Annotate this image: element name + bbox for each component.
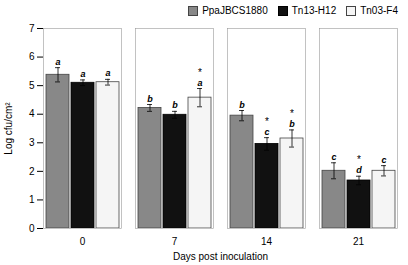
svg-text:c: c (331, 152, 336, 162)
svg-text:2: 2 (29, 166, 35, 177)
svg-text:b: b (172, 100, 178, 110)
svg-text:0: 0 (80, 236, 86, 247)
html-text:Tn13-H12: Tn13-H12 (291, 5, 337, 16)
svg-text:6: 6 (29, 51, 35, 62)
html-text:PpaJBCS1880: PpaJBCS1880 (202, 5, 268, 16)
svg-text:3: 3 (29, 137, 35, 148)
svg-text:c: c (381, 155, 386, 165)
svg-text:21: 21 (353, 236, 365, 247)
svg-text:14: 14 (261, 236, 273, 247)
svg-text:*: * (265, 116, 269, 127)
svg-text:0: 0 (29, 223, 35, 234)
html-text:Tn03-F4: Tn03-F4 (360, 5, 398, 16)
svg-text:*: * (290, 108, 294, 119)
svg-text:Log cfu/cm²: Log cfu/cm² (3, 102, 14, 155)
svg-text:b: b (289, 119, 295, 129)
svg-text:*: * (198, 67, 202, 78)
svg-text:5: 5 (29, 80, 35, 91)
svg-text:Days post inoculation: Days post inoculation (173, 251, 268, 262)
svg-text:4: 4 (29, 108, 35, 119)
svg-text:1: 1 (29, 194, 35, 205)
svg-text:7: 7 (29, 23, 35, 34)
svg-text:*: * (357, 154, 361, 165)
svg-text:7: 7 (172, 236, 178, 247)
svg-text:a: a (80, 69, 85, 79)
svg-text:c: c (264, 127, 269, 137)
svg-text:a: a (55, 57, 60, 67)
svg-text:b: b (239, 100, 245, 110)
svg-text:a: a (105, 68, 110, 78)
svg-text:a: a (197, 78, 202, 88)
svg-text:d: d (356, 165, 362, 175)
svg-text:b: b (147, 94, 153, 104)
